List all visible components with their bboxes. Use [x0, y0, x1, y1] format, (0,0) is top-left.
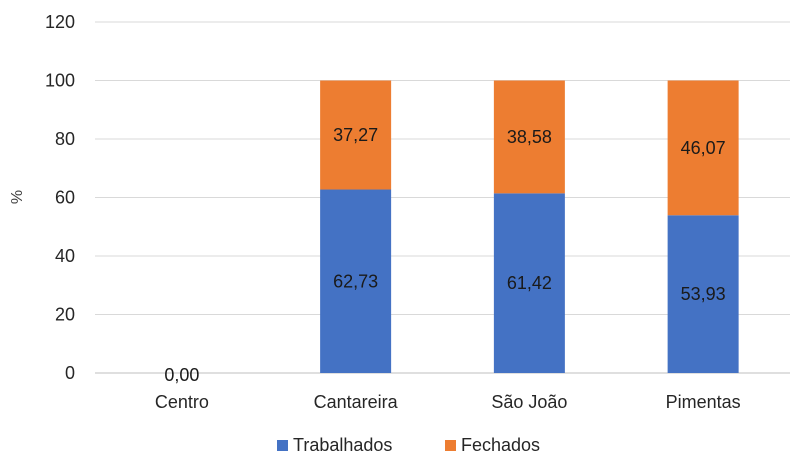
legend: Trabalhados Fechados [277, 435, 540, 455]
bar-segment-fechados [493, 80, 565, 194]
data-label-trabalhados: 0,00 [164, 365, 199, 385]
y-axis-ticks: 0 20 40 60 80 100 120 [45, 12, 75, 383]
y-tick-label-40: 40 [55, 246, 75, 266]
y-tick-label-100: 100 [45, 71, 75, 91]
data-label-trabalhados: 62,73 [333, 271, 378, 291]
data-labels: 0,00 62,73 37,27 61,42 38,58 53,93 46,07 [164, 125, 725, 385]
x-axis-categories: Centro Cantareira São João Pimentas [155, 392, 741, 412]
legend-label-fechados: Fechados [461, 435, 540, 455]
legend-swatch-fechados [445, 440, 456, 451]
bar-segment-fechados [667, 80, 739, 216]
data-label-fechados: 37,27 [333, 125, 378, 145]
bars [320, 80, 739, 373]
y-tick-label-60: 60 [55, 188, 75, 208]
bar-segment-fechados [320, 80, 392, 190]
data-label-trabalhados: 53,93 [681, 284, 726, 304]
y-axis-title: % [9, 190, 26, 204]
legend-label-trabalhados: Trabalhados [293, 435, 392, 455]
data-label-fechados: 46,07 [681, 138, 726, 158]
y-tick-label-20: 20 [55, 305, 75, 325]
x-category-label: Centro [155, 392, 209, 412]
gridlines [95, 21, 790, 374]
x-category-label: São João [491, 392, 567, 412]
data-label-trabalhados: 61,42 [507, 273, 552, 293]
legend-swatch-trabalhados [277, 440, 288, 451]
y-tick-label-120: 120 [45, 12, 75, 32]
bar-segment-trabalhados [667, 215, 739, 373]
bar-segment-trabalhados [493, 193, 565, 373]
y-tick-label-0: 0 [65, 363, 75, 383]
data-label-fechados: 38,58 [507, 127, 552, 147]
y-tick-label-80: 80 [55, 129, 75, 149]
x-category-label: Pimentas [666, 392, 741, 412]
x-category-label: Cantareira [314, 392, 399, 412]
bar-segment-trabalhados [320, 189, 392, 373]
